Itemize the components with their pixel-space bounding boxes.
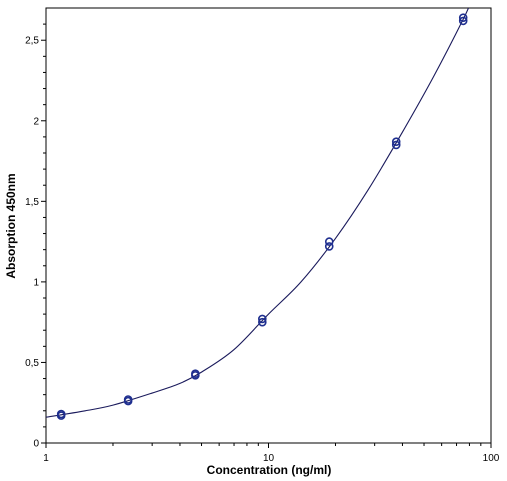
y-tick-label: 2,5 <box>25 36 39 47</box>
data-point <box>56 409 66 419</box>
y-tick-label: 0 <box>33 439 39 450</box>
data-point <box>391 137 401 147</box>
data-points-layer <box>56 13 468 420</box>
x-tick-label: 10 <box>263 453 275 464</box>
y-tick-label: 1,5 <box>25 197 39 208</box>
data-point <box>324 237 334 246</box>
data-point <box>258 314 267 324</box>
fit-curve <box>46 8 470 418</box>
x-axis-ticks: 1 10 100 <box>43 443 500 464</box>
data-point <box>123 395 133 404</box>
data-point <box>458 16 468 26</box>
data-point <box>258 317 267 327</box>
x-tick-label: 1 <box>43 453 49 464</box>
x-tick-label: 100 <box>483 453 500 464</box>
data-point <box>324 242 334 251</box>
y-axis-title: Absorption 450nm <box>4 173 18 278</box>
data-point <box>191 369 200 379</box>
y-tick-label: 2 <box>33 116 39 127</box>
data-point <box>458 13 468 22</box>
plot-frame <box>45 7 492 444</box>
fit-curve-layer <box>46 8 470 418</box>
y-tick-label: 0,5 <box>25 358 39 369</box>
data-point <box>391 140 401 150</box>
y-axis-ticks: 0 0,5 1 1,5 2 2,5 <box>25 23 46 450</box>
y-tick-label: 1 <box>33 277 39 288</box>
x-axis-title: Concentration (ng/ml) <box>207 463 332 477</box>
